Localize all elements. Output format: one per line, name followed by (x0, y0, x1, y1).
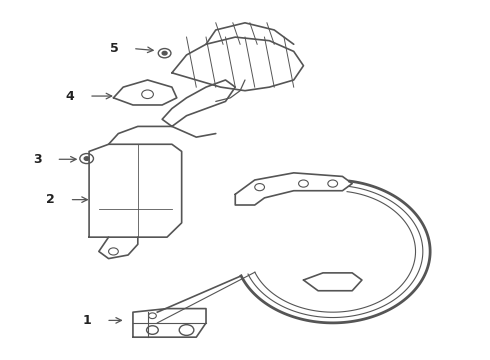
Text: 5: 5 (110, 42, 118, 55)
Circle shape (84, 157, 89, 160)
Text: 3: 3 (33, 153, 42, 166)
Text: 4: 4 (66, 90, 74, 103)
Circle shape (162, 51, 167, 55)
Text: 2: 2 (46, 193, 55, 206)
Text: 1: 1 (83, 314, 92, 327)
